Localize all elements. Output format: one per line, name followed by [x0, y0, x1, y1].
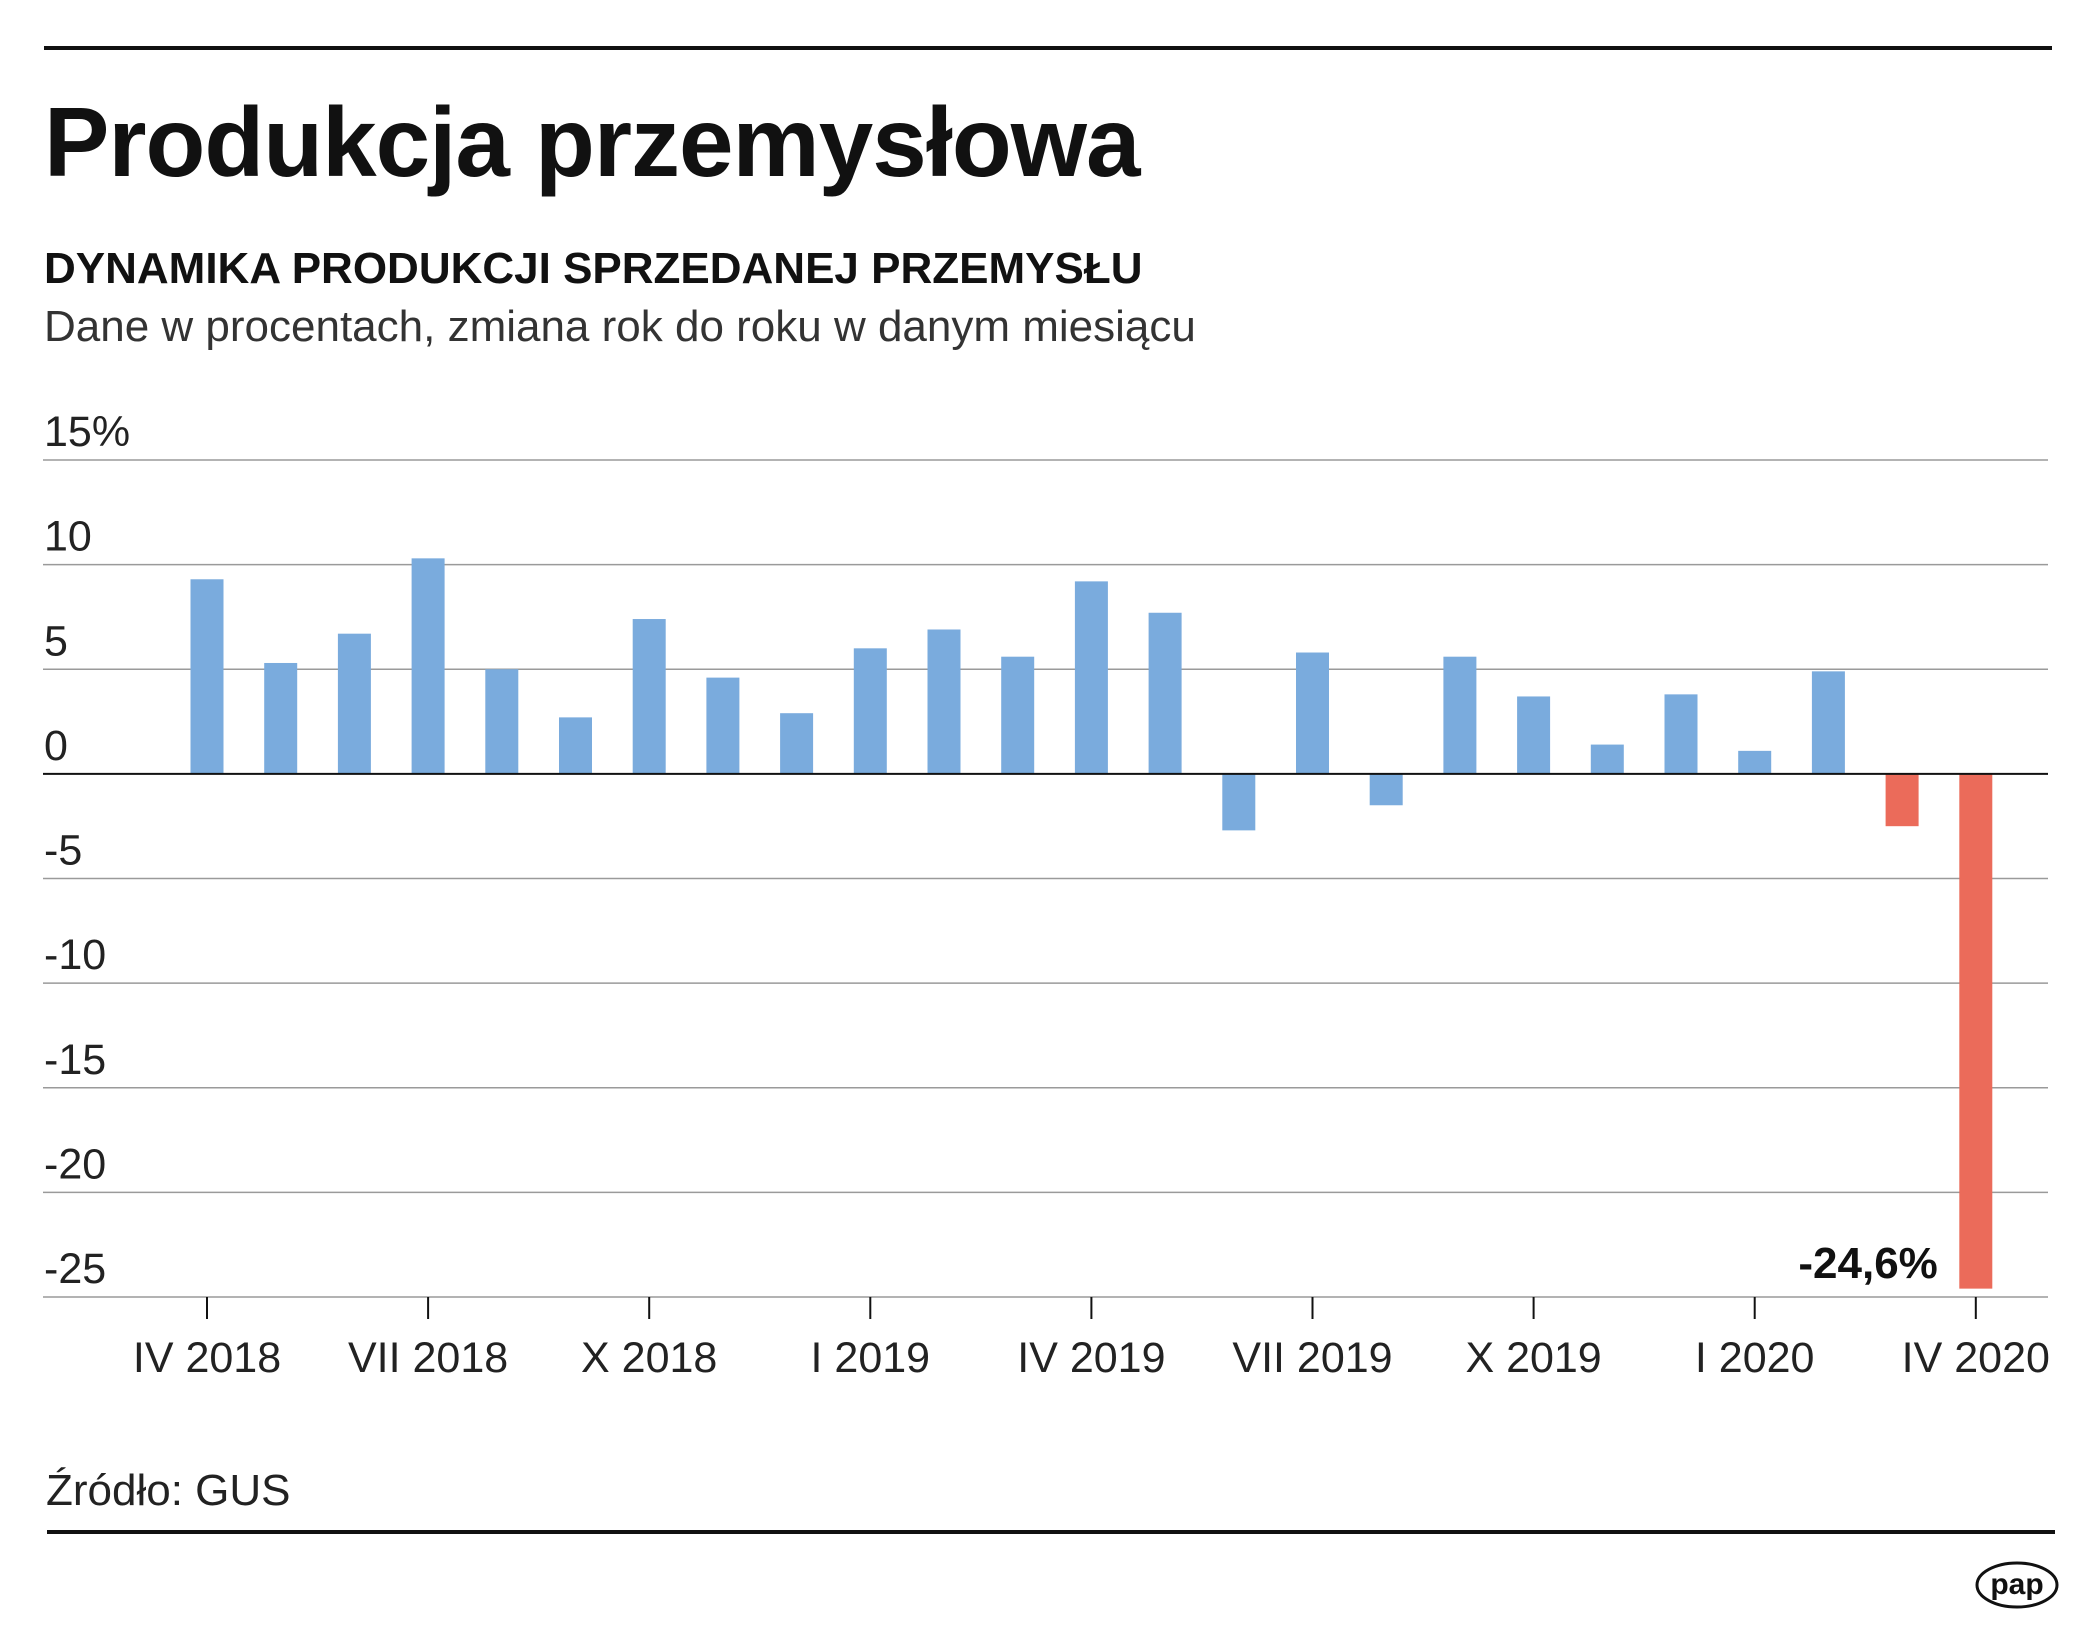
- bar-i-2019: [853, 648, 887, 774]
- y-tick-label: 10: [44, 513, 92, 561]
- bar-iv-2019: [1074, 581, 1108, 774]
- bar-ii-2019: [927, 629, 961, 774]
- x-tick-label: X 2019: [1465, 1334, 1601, 1382]
- x-tick-label: VII 2018: [348, 1334, 508, 1382]
- bar-ii-2020: [1811, 671, 1845, 774]
- bottom-rule: [47, 1530, 2055, 1534]
- bar-i-2020: [1738, 750, 1772, 774]
- x-tick-label: VII 2019: [1232, 1334, 1392, 1382]
- bar-xi-2018: [706, 677, 740, 774]
- x-tick-label: IV 2018: [133, 1334, 281, 1382]
- x-tick-label: I 2019: [811, 1334, 931, 1382]
- bar-x-2018: [632, 619, 666, 774]
- bar-vi-2018: [337, 633, 371, 774]
- x-tick-label: IV 2020: [1902, 1334, 2050, 1382]
- page-title: Produkcja przemysłowa: [44, 87, 1141, 197]
- bar-xii-2019: [1664, 694, 1698, 774]
- bar-vii-2018: [411, 558, 445, 774]
- bar-v-2019: [1148, 612, 1182, 774]
- bar-ix-2018: [559, 717, 592, 774]
- y-tick-label: -10: [44, 931, 106, 979]
- chart-description: Dane w procentach, zmiana rok do roku w …: [44, 302, 1196, 351]
- y-tick-label: 0: [44, 722, 68, 770]
- source-note: Źródło: GUS: [46, 1466, 291, 1515]
- bar-xi-2019: [1590, 744, 1624, 774]
- bar-vii-2019: [1296, 652, 1329, 774]
- y-tick-label: -15: [44, 1036, 106, 1084]
- x-tick-label: I 2020: [1695, 1334, 1815, 1382]
- y-tick-label: 5: [44, 617, 68, 665]
- bar-ix-2019: [1443, 656, 1477, 774]
- value-annotation: -24,6%: [1798, 1239, 1937, 1288]
- svg-text:pap: pap: [1990, 1568, 2043, 1601]
- top-rule: [44, 46, 2052, 50]
- bar-x-2019: [1517, 696, 1551, 774]
- y-tick-label: -5: [44, 827, 82, 875]
- bar-viii-2018: [485, 669, 519, 774]
- bar-iii-2020: [1885, 773, 1919, 827]
- y-tick-label: -20: [44, 1140, 106, 1188]
- bar-v-2018: [264, 662, 298, 774]
- bar-xii-2018: [780, 713, 814, 774]
- x-tick-label: IV 2019: [1017, 1334, 1165, 1382]
- bar-iv-2018: [190, 579, 224, 774]
- pap-logo: pap: [1975, 1561, 2059, 1609]
- bar-chart: 15% 10 5 0 -5 -10 -15 -20 -25 IV 2018 VII 2018 X 20…: [43, 408, 2050, 1382]
- chart-subtitle: DYNAMIKA PRODUKCJI SPRZEDANEJ PRZEMYSŁU: [44, 244, 1143, 293]
- bar-iv-2020: [1959, 773, 1993, 1289]
- bar-vi-2019: [1222, 773, 1256, 831]
- y-tick-label: -25: [44, 1245, 106, 1293]
- bar-iii-2019: [1001, 656, 1035, 774]
- x-tick-label: X 2018: [581, 1334, 717, 1382]
- y-tick-label: 15%: [44, 408, 130, 456]
- bar-viii-2019: [1369, 773, 1403, 806]
